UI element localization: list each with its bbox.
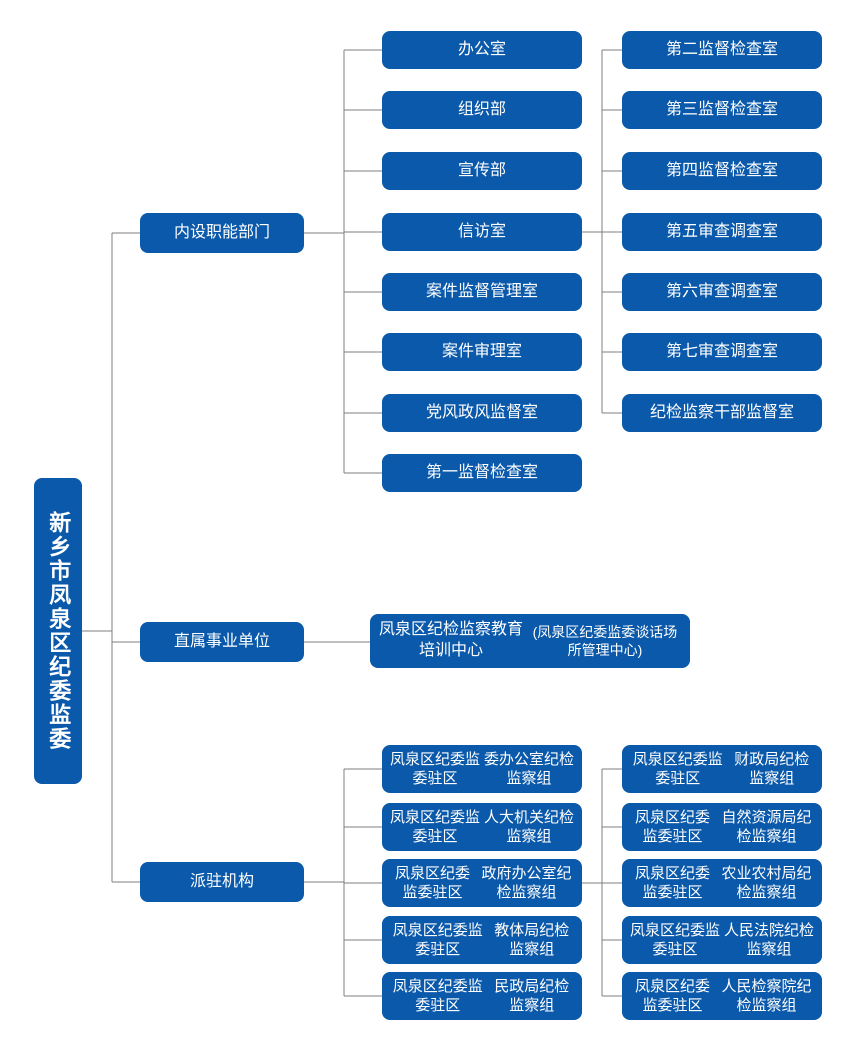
b1-col2-4: 第六审查调查室	[622, 273, 822, 311]
b1-col2-2: 第四监督检查室	[622, 152, 822, 190]
b1-col1-0: 办公室	[382, 31, 582, 69]
b3-col2-1: 凤泉区纪委监委驻区自然资源局纪检监察组	[622, 803, 822, 851]
b1-col1-5: 案件审理室	[382, 333, 582, 371]
b1-col1-1: 组织部	[382, 91, 582, 129]
b1-col1-4: 案件监督管理室	[382, 273, 582, 311]
b1-col1-2: 宣传部	[382, 152, 582, 190]
b3-col1-1: 凤泉区纪委监委驻区人大机关纪检监察组	[382, 803, 582, 851]
b3-col2-3: 凤泉区纪委监委驻区人民法院纪检监察组	[622, 916, 822, 964]
b1-col2-3: 第五审查调查室	[622, 213, 822, 251]
b1-col2-5: 第七审查调查室	[622, 333, 822, 371]
b1-col2-6: 纪检监察干部监督室	[622, 394, 822, 432]
b1-col1-7: 第一监督检查室	[382, 454, 582, 492]
b1-col2-1: 第三监督检查室	[622, 91, 822, 129]
b1-col1-3: 信访室	[382, 213, 582, 251]
b3-col1-2: 凤泉区纪委监委驻区政府办公室纪检监察组	[382, 859, 582, 907]
b1-col1-6: 党风政风监督室	[382, 394, 582, 432]
b3-col2-4: 凤泉区纪委监委驻区人民检察院纪检监察组	[622, 972, 822, 1020]
b2-child: 凤泉区纪检监察教育培训中心(凤泉区纪委监委谈话场所管理中心)	[370, 614, 690, 668]
b3-col2-2: 凤泉区纪委监委驻区农业农村局纪检监察组	[622, 859, 822, 907]
b3-col1-3: 凤泉区纪委监委驻区教体局纪检监察组	[382, 916, 582, 964]
b3-col1-0: 凤泉区纪委监委驻区委办公室纪检监察组	[382, 745, 582, 793]
b1-col2-0: 第二监督检查室	[622, 31, 822, 69]
root-node: 新乡市凤泉区纪委监委	[34, 478, 82, 784]
level1-node-0: 内设职能部门	[140, 213, 304, 253]
level1-node-1: 直属事业单位	[140, 622, 304, 662]
b3-col1-4: 凤泉区纪委监委驻区民政局纪检监察组	[382, 972, 582, 1020]
b3-col2-0: 凤泉区纪委监委驻区财政局纪检监察组	[622, 745, 822, 793]
level1-node-2: 派驻机构	[140, 862, 304, 902]
